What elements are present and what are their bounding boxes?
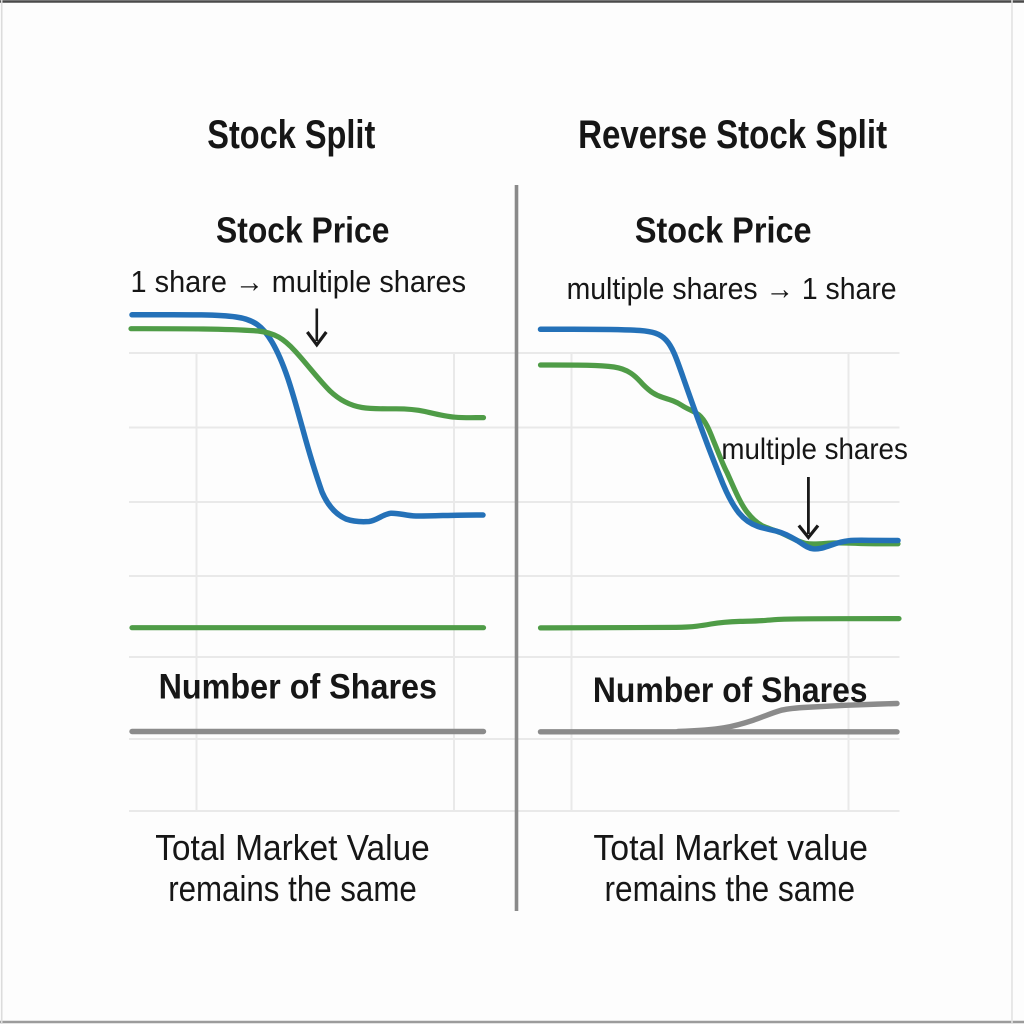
svg-text:multiple shares → 1 share: multiple shares → 1 share [567, 271, 897, 306]
svg-text:Stock Split: Stock Split [207, 113, 375, 157]
svg-text:1 share → multiple shares: 1 share → multiple shares [131, 264, 467, 299]
svg-text:remains the same: remains the same [605, 868, 856, 909]
svg-text:Total Market Value: Total Market Value [155, 827, 430, 868]
svg-text:Stock Price: Stock Price [635, 209, 812, 250]
svg-text:remains the same: remains the same [168, 868, 417, 909]
svg-text:Number of Shares: Number of Shares [159, 668, 437, 707]
svg-text:multiple shares: multiple shares [721, 433, 908, 466]
svg-text:Total Market value: Total Market value [593, 827, 868, 868]
svg-text:Stock Price: Stock Price [216, 209, 389, 250]
svg-text:Number of Shares: Number of Shares [593, 671, 868, 710]
svg-text:Reverse Stock Split: Reverse Stock Split [578, 113, 887, 157]
